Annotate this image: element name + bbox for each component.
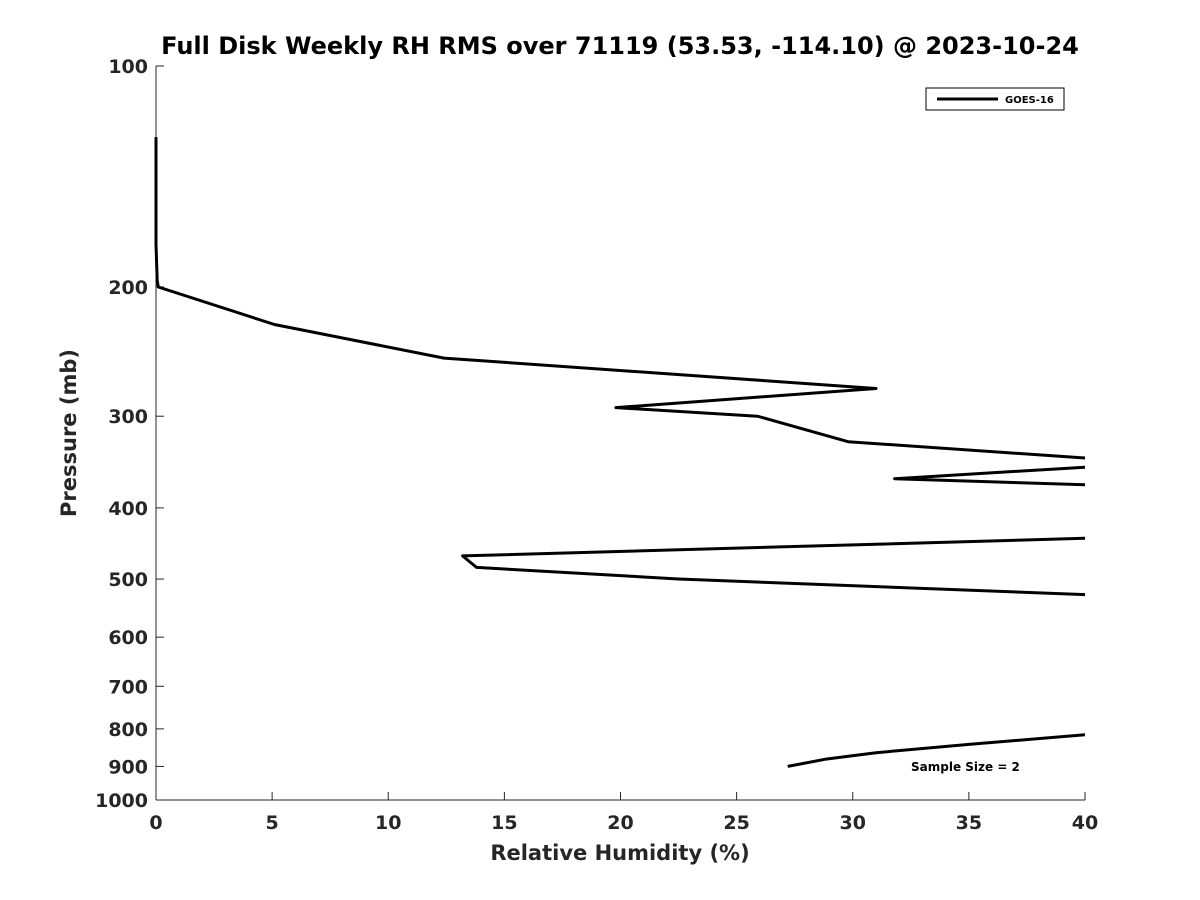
sample-size-annotation: Sample Size = 2 <box>911 760 1020 774</box>
y-tick-label: 100 <box>108 56 148 78</box>
y-tick-label: 600 <box>108 627 148 649</box>
x-tick-label: 25 <box>723 812 749 834</box>
series-line-goes-16-segment-2 <box>893 465 1086 487</box>
series-line-goes-16-segment-3 <box>461 536 1086 597</box>
series-line-goes-16-segment-1 <box>154 137 1086 460</box>
axes: 0 5 10 15 20 25 30 35 40 100 200 300 400 500 600 700 800… <box>95 56 1098 834</box>
x-tick-label: 30 <box>840 812 866 834</box>
y-tick-label: 200 <box>108 277 148 299</box>
x-tick-label: 10 <box>375 812 401 834</box>
x-axis-label: Relative Humidity (%) <box>490 841 749 865</box>
legend-label-goes-16: GOES-16 <box>1005 95 1054 106</box>
y-tick-label: 900 <box>108 756 148 778</box>
y-tick-label: 400 <box>108 498 148 520</box>
series-line-goes-16-segment-4 <box>787 733 1086 768</box>
y-tick-label: 800 <box>108 719 148 741</box>
x-tick-label: 0 <box>149 812 162 834</box>
y-axis-label: Pressure (mb) <box>57 349 81 517</box>
x-tick-label: 40 <box>1072 812 1098 834</box>
legend: GOES-16 <box>925 87 1065 111</box>
x-tick-label: 15 <box>491 812 517 834</box>
chart-title: Full Disk Weekly RH RMS over 71119 (53.5… <box>161 32 1079 60</box>
y-tick-label: 1000 <box>95 790 148 812</box>
x-tick-label: 35 <box>956 812 982 834</box>
x-tick-label: 20 <box>607 812 633 834</box>
plot-lines <box>154 137 1086 768</box>
y-tick-label: 300 <box>108 406 148 428</box>
y-tick-label: 700 <box>108 676 148 698</box>
y-tick-label: 500 <box>108 569 148 591</box>
x-tick-label: 5 <box>266 812 279 834</box>
